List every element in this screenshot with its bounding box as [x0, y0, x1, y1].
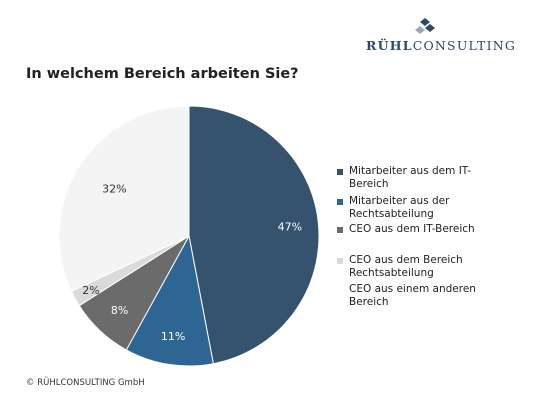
- pie-slice-5: [58, 105, 190, 293]
- legend-swatch: [337, 169, 343, 175]
- slice-value-label: 47%: [278, 221, 302, 234]
- slice-value-label: 11%: [161, 330, 185, 343]
- legend-swatch: [337, 287, 343, 293]
- legend-label: CEO aus dem IT-Bereich: [349, 223, 475, 235]
- legend-swatch: [337, 199, 343, 205]
- logo-mark-icon: [415, 18, 435, 34]
- chart-title: In welchem Bereich arbeiten Sie?: [26, 66, 299, 82]
- legend-label: Mitarbeiter aus dem IT- Bereich: [349, 165, 472, 190]
- pie-slice-2: [125, 234, 214, 367]
- copyright-footer: © RÜHLCONSULTING GmbH: [26, 378, 145, 388]
- pie-slice-1: [188, 105, 320, 365]
- slice-value-label: 8%: [111, 304, 128, 317]
- legend-label: CEO aus einem anderen Bereich: [349, 283, 476, 308]
- legend-swatch: [337, 227, 343, 233]
- logo-text: RÜHLCONSULTING: [366, 38, 517, 53]
- company-logo: RÜHLCONSULTING: [366, 18, 517, 58]
- slice-value-label: 2%: [82, 284, 99, 297]
- legend-label: Mitarbeiter aus der Rechtsabteilung: [349, 195, 450, 220]
- legend-swatch: [337, 258, 343, 264]
- slice-value-label: 32%: [102, 183, 126, 196]
- legend-label: CEO aus dem Bereich Rechtsabteilung: [349, 254, 463, 279]
